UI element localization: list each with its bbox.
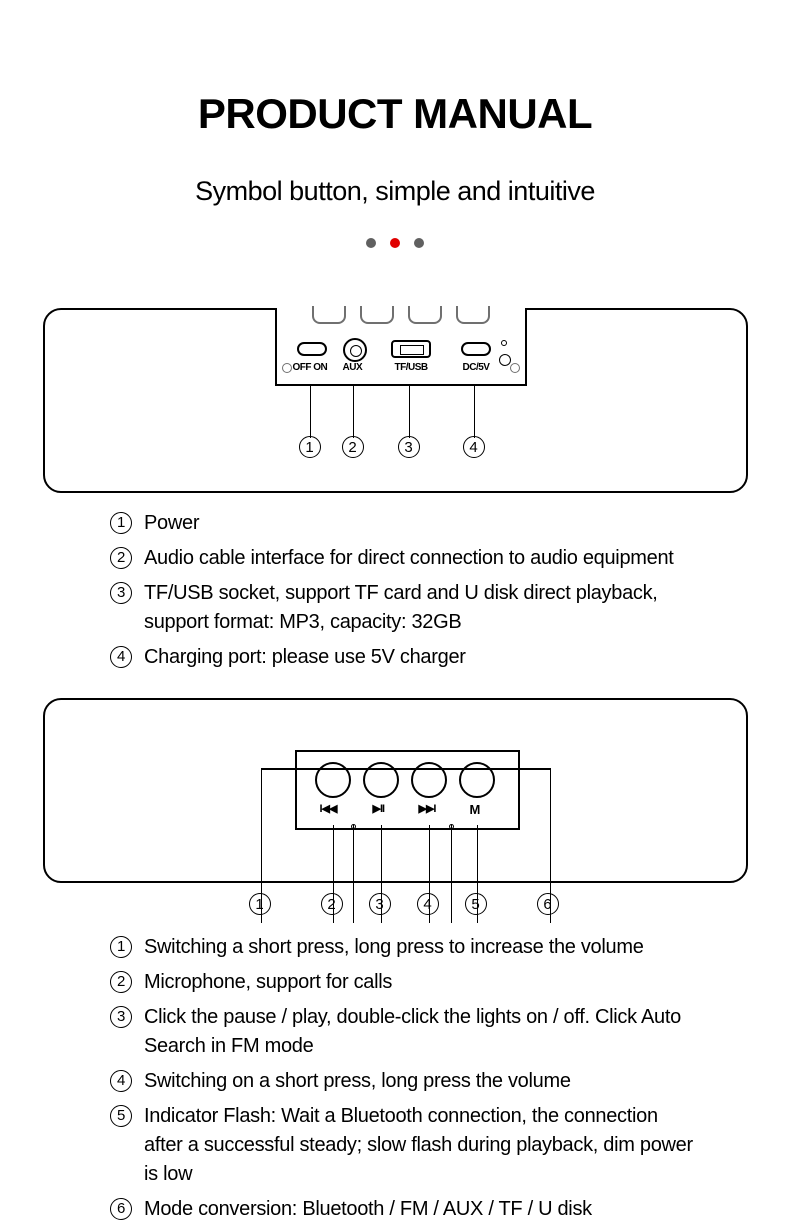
callout-number: 4 bbox=[417, 893, 439, 915]
rear-panel-diagram: OFF ON AUX TF/USB DC/5V 1 2 3 4 bbox=[35, 308, 755, 493]
callout-number: 2 bbox=[321, 893, 343, 915]
item-number: 2 bbox=[110, 971, 132, 993]
play-icon: ▶II bbox=[373, 802, 385, 815]
callout-number: 2 bbox=[342, 436, 364, 458]
usb-port-icon bbox=[391, 340, 431, 358]
screw-icon bbox=[282, 363, 292, 373]
microphone-icon bbox=[351, 824, 356, 829]
item-number: 1 bbox=[110, 936, 132, 958]
list-item: 3 Click the pause / play, double-click th… bbox=[110, 1003, 695, 1061]
item-text: Charging port: please use 5V charger bbox=[144, 643, 695, 672]
dc-port-icon bbox=[461, 342, 491, 356]
item-number: 3 bbox=[110, 582, 132, 604]
aux-port-icon bbox=[343, 338, 367, 362]
callout-number: 6 bbox=[537, 893, 559, 915]
leader-line bbox=[474, 386, 476, 438]
item-number: 2 bbox=[110, 547, 132, 569]
item-number: 1 bbox=[110, 512, 132, 534]
prev-button-icon bbox=[315, 762, 351, 798]
top-panel-diagram: I◀◀ ▶II ▶▶I M 1 2 3 4 bbox=[35, 698, 755, 919]
item-text: Click the pause / play, double-click the… bbox=[144, 1003, 695, 1061]
jack-icon bbox=[312, 306, 346, 324]
prev-icon: I◀◀ bbox=[320, 802, 337, 815]
item-text: Power bbox=[144, 509, 695, 538]
item-number: 3 bbox=[110, 1006, 132, 1028]
item-text: Indicator Flash: Wait a Bluetooth connec… bbox=[144, 1102, 695, 1189]
page-title: PRODUCT MANUAL bbox=[35, 90, 755, 138]
dot-icon bbox=[366, 238, 376, 248]
dot-icon bbox=[390, 238, 400, 248]
callout-number: 3 bbox=[369, 893, 391, 915]
callout-number: 5 bbox=[465, 893, 487, 915]
next-button-icon bbox=[411, 762, 447, 798]
item-number: 4 bbox=[110, 1070, 132, 1092]
list-item: 1 Power bbox=[110, 509, 695, 538]
screw-icon bbox=[510, 363, 520, 373]
mode-button-icon bbox=[459, 762, 495, 798]
leader-line bbox=[353, 386, 355, 438]
callout-number: 3 bbox=[398, 436, 420, 458]
list-item: 3 TF/USB socket, support TF card and U di… bbox=[110, 579, 695, 637]
item-number: 4 bbox=[110, 646, 132, 668]
port-label: OFF ON bbox=[293, 362, 328, 373]
play-button-icon bbox=[363, 762, 399, 798]
item-text: TF/USB socket, support TF card and U dis… bbox=[144, 579, 695, 637]
top-panel-legend: 1 Switching a short press, long press to … bbox=[110, 933, 695, 1224]
port-label: DC/5V bbox=[463, 362, 490, 373]
list-item: 6 Mode conversion: Bluetooth / FM / AUX /… bbox=[110, 1195, 695, 1224]
dot-icon bbox=[414, 238, 424, 248]
jack-icon bbox=[360, 306, 394, 324]
list-item: 2 Audio cable interface for direct connec… bbox=[110, 544, 695, 573]
leader-line bbox=[310, 386, 312, 438]
item-text: Mode conversion: Bluetooth / FM / AUX / … bbox=[144, 1195, 695, 1224]
power-switch-icon bbox=[297, 342, 327, 356]
next-icon: ▶▶I bbox=[419, 802, 436, 815]
callout-number: 1 bbox=[299, 436, 321, 458]
port-label: AUX bbox=[343, 362, 363, 373]
list-item: 1 Switching a short press, long press to … bbox=[110, 933, 695, 962]
list-item: 2 Microphone, support for calls bbox=[110, 968, 695, 997]
item-text: Microphone, support for calls bbox=[144, 968, 695, 997]
jack-icon bbox=[456, 306, 490, 324]
port-label: TF/USB bbox=[395, 362, 428, 373]
mode-icon: M bbox=[470, 802, 481, 817]
divider-dots bbox=[35, 235, 755, 253]
item-text: Switching a short press, long press to i… bbox=[144, 933, 695, 962]
list-item: 4 Charging port: please use 5V charger bbox=[110, 643, 695, 672]
item-number: 6 bbox=[110, 1198, 132, 1220]
item-number: 5 bbox=[110, 1105, 132, 1127]
rear-panel-legend: 1 Power 2 Audio cable interface for direct… bbox=[110, 509, 695, 672]
callout-number: 1 bbox=[249, 893, 271, 915]
leader-line bbox=[409, 386, 411, 438]
callout-number: 4 bbox=[463, 436, 485, 458]
led-icon bbox=[449, 824, 454, 829]
item-text: Switching on a short press, long press t… bbox=[144, 1067, 695, 1096]
item-text: Audio cable interface for direct connect… bbox=[144, 544, 695, 573]
list-item: 4 Switching on a short press, long press … bbox=[110, 1067, 695, 1096]
list-item: 5 Indicator Flash: Wait a Bluetooth conne… bbox=[110, 1102, 695, 1189]
jack-icon bbox=[408, 306, 442, 324]
page-subtitle: Symbol button, simple and intuitive bbox=[35, 176, 755, 207]
